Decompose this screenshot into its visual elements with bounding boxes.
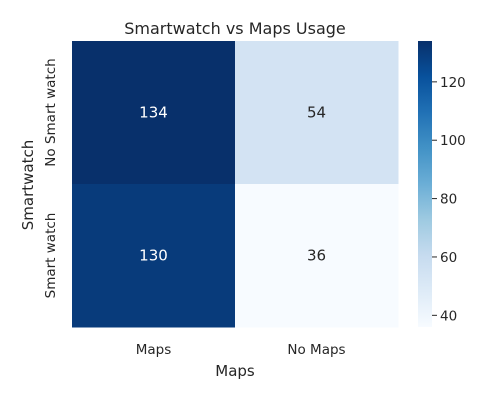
heatmap-cells [72,41,399,328]
colorbar-tick-label: 120 [440,75,466,91]
chart-title: Smartwatch vs Maps Usage [124,19,346,38]
cell-value-label: 36 [307,247,326,265]
x-tick-label: No Maps [287,342,345,358]
colorbar-tick-label: 80 [440,192,457,208]
colorbar: 40 60 80 100 120 [418,41,466,327]
colorbar-gradient [418,41,432,327]
cell-value-label: 54 [307,104,326,122]
colorbar-tick-label: 60 [440,250,457,266]
cell-value-label: 130 [139,247,168,265]
y-tick-labels: No Smart watch Smart watch [43,58,59,298]
y-axis-label: Smartwatch [19,140,37,230]
x-tick-label: Maps [136,342,172,358]
y-tick-label: Smart watch [43,213,59,299]
cell-value-label: 134 [139,104,168,122]
colorbar-tick-label: 100 [440,133,466,149]
colorbar-tick-label: 40 [440,308,457,324]
x-tick-labels: Maps No Maps [136,342,346,358]
x-axis-label: Maps [215,362,255,380]
y-tick-label: No Smart watch [43,58,59,166]
